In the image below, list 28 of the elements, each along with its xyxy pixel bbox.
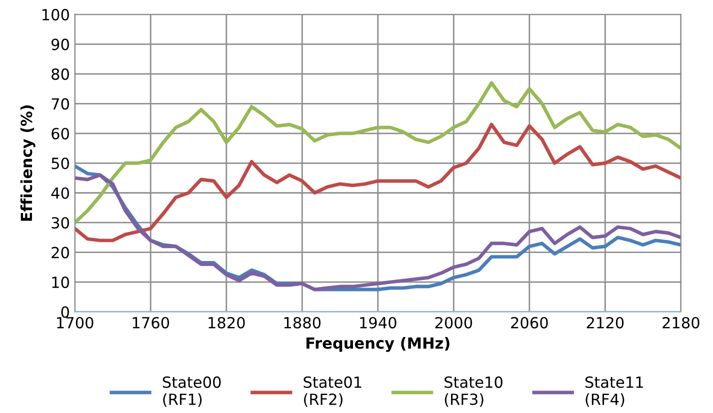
x-tick-label: 2060 <box>511 316 548 328</box>
line-series <box>74 122 681 242</box>
y-tick-label: 0 <box>61 306 69 318</box>
x-tick-label: 2120 <box>586 316 624 328</box>
x-tick-label: 1880 <box>284 316 321 328</box>
line-series <box>74 81 681 224</box>
y-tick-label: 30 <box>52 217 69 229</box>
y-axis-title: Efficiency (%) <box>20 105 36 221</box>
y-tick-label: 90 <box>52 38 69 50</box>
y-tick-label: 10 <box>52 276 69 288</box>
legend-label: State11 (RF4) <box>585 376 643 407</box>
y-tick-label: 80 <box>52 68 69 80</box>
x-tick-label: 1820 <box>208 316 245 328</box>
x-tick-label: 1700 <box>57 316 94 328</box>
y-tick-label: 20 <box>52 246 69 258</box>
y-tick-label: 100 <box>42 8 69 20</box>
legend-label: State01 (RF2) <box>304 376 362 407</box>
legend-label: State10 (RF3) <box>444 376 502 407</box>
x-tick-label: 2000 <box>435 316 472 328</box>
y-tick-label: 50 <box>52 158 69 170</box>
x-tick-label: 1940 <box>360 316 396 328</box>
y-tick-label: 40 <box>51 187 69 199</box>
y-tick-label: 70 <box>52 98 69 110</box>
x-tick-label: 2180 <box>662 316 700 328</box>
legend-label: State00 (RF1) <box>162 376 221 407</box>
x-axis-title: Frequency (MHz) <box>306 337 450 352</box>
x-tick-label: 1760 <box>132 316 170 328</box>
y-tick-label: 60 <box>52 128 69 140</box>
